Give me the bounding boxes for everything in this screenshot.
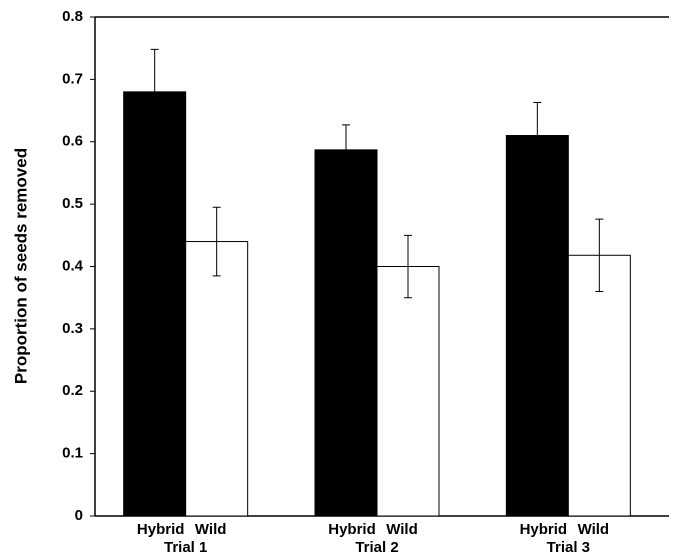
bar	[376, 266, 440, 517]
series-label: Wild	[386, 521, 418, 538]
series-label: Hybrid	[137, 521, 185, 538]
category-label: Trial 1	[164, 539, 207, 556]
y-tick-label: 0.8	[62, 8, 83, 25]
error-bar	[404, 234, 412, 299]
y-tick-label: 0.2	[62, 382, 83, 399]
bar	[123, 91, 187, 517]
error-bar	[595, 218, 604, 292]
y-tick-label: 0.4	[62, 257, 84, 274]
series-label: Wild	[578, 521, 610, 538]
y-axis-label: Proportion of seeds removed	[11, 148, 30, 384]
y-tick-label: 0.5	[62, 195, 83, 212]
category-label: Trial 3	[547, 539, 590, 556]
error-bar	[342, 124, 350, 176]
series-label: Wild	[195, 521, 227, 538]
series-label: Hybrid	[328, 521, 376, 538]
y-tick-label: 0.3	[62, 320, 83, 337]
bar	[567, 254, 631, 517]
error-bar	[212, 206, 221, 277]
category-label: Trial 2	[355, 539, 398, 556]
bar	[185, 241, 249, 517]
bar	[314, 149, 378, 517]
series-label: Hybrid	[520, 521, 568, 538]
bar	[505, 135, 569, 517]
y-tick-label: 0.6	[62, 133, 83, 150]
y-tick-label: 0.1	[62, 445, 83, 462]
y-tick-label: 0	[75, 507, 83, 524]
y-tick-label: 0.7	[62, 70, 83, 87]
error-bar	[533, 101, 542, 170]
error-bar	[150, 48, 159, 135]
